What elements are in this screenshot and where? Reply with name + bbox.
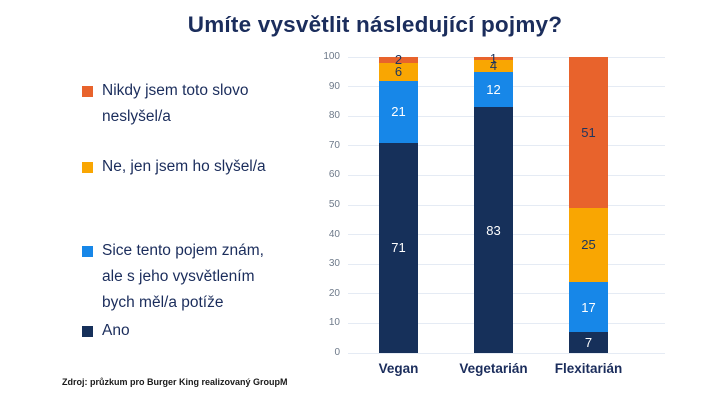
bar-value-label: 71: [391, 240, 406, 256]
legend-swatch-icon: [82, 326, 93, 337]
gridline: [348, 352, 665, 354]
legend-item-label: Sice tento pojem znám, ale s jeho vysvět…: [102, 242, 264, 311]
bar-value-label: 17: [581, 299, 596, 315]
bar-value-label: 51: [581, 124, 596, 140]
bar-segment: 7: [569, 332, 608, 353]
bar-segment: 1: [474, 52, 513, 65]
legend-item: Sice tento pojem znám, ale s jeho vysvět…: [82, 238, 264, 316]
legend-swatch-icon: [82, 246, 93, 257]
y-tick-label: 100: [323, 51, 340, 62]
y-tick-label: 90: [328, 80, 340, 92]
legend-item-label: Ne, jen jsem ho slyšel/a: [102, 158, 266, 175]
bar-segment: 51: [569, 57, 608, 208]
y-tick-label: 50: [328, 199, 340, 210]
y-tick-label: 40: [328, 228, 340, 240]
bar-value-label: 25: [581, 237, 596, 253]
x-category-label: Vegetarián: [459, 361, 528, 376]
bar-value-label: 83: [486, 222, 501, 238]
bar-segment: 17: [569, 281, 608, 333]
bar-segment: 12: [474, 71, 513, 108]
y-tick-label: 80: [328, 110, 340, 122]
legend-item-label: Ano: [102, 322, 130, 339]
bar-value-label: 6: [394, 64, 403, 80]
legend-item: Ne, jen jsem ho slyšel/a: [82, 154, 266, 180]
bar-segment: 21: [379, 80, 418, 143]
legend-swatch-icon: [82, 162, 93, 173]
y-tick-label: 60: [328, 169, 340, 181]
bar-value-label: 21: [391, 104, 406, 120]
y-tick-label: 0: [334, 347, 340, 358]
bar-value-label: 4: [489, 58, 498, 74]
bar-segment: 25: [569, 207, 608, 282]
bar-value-label: 12: [486, 82, 501, 98]
y-tick-label: 10: [328, 317, 340, 329]
bar-segment: 4: [474, 58, 513, 74]
y-tick-label: 70: [328, 139, 340, 151]
legend-item: Nikdy jsem toto slovo neslyšel/a: [82, 78, 248, 130]
bar-segment: 6: [379, 62, 418, 81]
legend-item: Ano: [82, 318, 130, 344]
legend-swatch-icon: [82, 86, 93, 97]
chart-title: Umíte vysvětlit následující pojmy?: [187, 12, 563, 37]
bar-value-label: 7: [584, 335, 593, 351]
y-tick-label: 30: [328, 258, 340, 270]
bar-segment: 2: [379, 53, 418, 66]
x-category-label: Flexitarián: [554, 361, 623, 376]
bar-value-label: 2: [394, 52, 403, 68]
bar-value-label: 1: [489, 50, 498, 66]
bar-segment: 83: [474, 107, 513, 353]
y-tick-label: 20: [328, 287, 340, 299]
bar-segment: 71: [379, 142, 418, 353]
x-category-label: Vegan: [378, 361, 419, 376]
source-note: Zdroj: průzkum pro Burger King realizova…: [62, 377, 288, 387]
legend-item-label: Nikdy jsem toto slovo neslyšel/a: [102, 82, 249, 125]
